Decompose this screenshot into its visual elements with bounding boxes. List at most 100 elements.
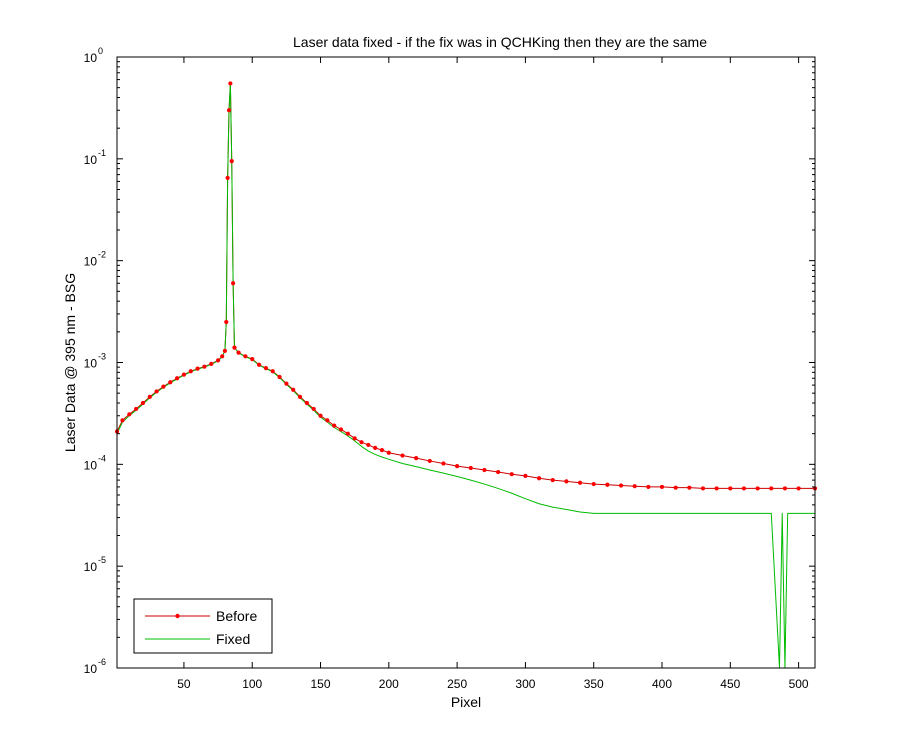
y-tick-label: 10 (84, 560, 98, 574)
before-point (224, 319, 229, 325)
y-tick-exponent: -3 (98, 352, 106, 362)
before-point (140, 400, 146, 406)
before-point (181, 372, 187, 377)
x-tick-label: 300 (515, 677, 535, 691)
before-point (263, 366, 268, 371)
before-point (325, 418, 330, 423)
legend-label-fixed: Fixed (216, 631, 250, 647)
before-point (226, 108, 232, 113)
axes-background (117, 57, 815, 668)
before-point (134, 406, 139, 412)
x-tick-label: 450 (720, 677, 740, 691)
y-tick-label: 10 (84, 51, 98, 65)
y-tick-exponent: -1 (98, 148, 106, 158)
legend-marker-before (175, 613, 180, 619)
y-tick-label: 10 (84, 662, 98, 676)
before-point (154, 389, 159, 394)
before-point (673, 485, 678, 490)
before-point (564, 479, 569, 484)
before-point (209, 361, 214, 366)
before-point (220, 354, 225, 359)
y-tick-label: 10 (84, 458, 98, 472)
before-point (687, 485, 692, 490)
before-point (231, 281, 236, 286)
before-point (755, 486, 760, 491)
y-tick-exponent: -6 (98, 657, 106, 667)
before-point (714, 486, 719, 491)
y-tick-exponent: -4 (98, 453, 106, 463)
before-point (550, 478, 555, 483)
y-tick-label: 10 (84, 153, 98, 167)
before-point (147, 394, 152, 399)
y-tick-exponent: -5 (98, 555, 106, 565)
before-point (291, 387, 296, 392)
before-point (728, 486, 733, 491)
before-point (646, 484, 651, 490)
before-point (284, 381, 289, 386)
before-point (127, 412, 132, 417)
before-point (400, 453, 405, 458)
before-point (222, 348, 228, 353)
before-point (195, 366, 200, 371)
before-point (168, 380, 173, 385)
y-tick-exponent: 0 (98, 46, 103, 56)
before-point (577, 480, 583, 485)
before-point (202, 364, 207, 369)
before-point (232, 345, 237, 350)
before-point (352, 436, 357, 441)
before-point (536, 476, 542, 481)
before-point (250, 357, 255, 362)
before-point (441, 461, 446, 466)
before-point (509, 472, 514, 477)
before-point (161, 384, 166, 389)
x-axis-label: Pixel (451, 694, 481, 710)
before-point (332, 423, 337, 428)
before-point (769, 486, 774, 491)
x-tick-label: 400 (652, 677, 672, 691)
before-point (379, 447, 385, 453)
legend: Before Fixed (133, 598, 273, 654)
before-point (175, 376, 180, 381)
chart-title: Laser data fixed - if the fix was in QCH… (293, 34, 707, 50)
before-point (188, 369, 193, 374)
y-tick-label: 10 (84, 255, 98, 269)
series-layer (114, 81, 818, 669)
before-point (229, 159, 234, 164)
before-point (659, 484, 665, 490)
before-point (304, 400, 309, 406)
before-point (605, 482, 610, 487)
before-point (318, 413, 323, 418)
before-point (632, 484, 637, 489)
before-point (236, 350, 241, 355)
y-axis-label: Laser Data @ 395 nm - BSG (62, 273, 78, 452)
before-point (359, 440, 364, 445)
before-point (523, 473, 528, 478)
before-point (215, 358, 221, 363)
before-point (468, 465, 473, 471)
before-point (427, 458, 432, 464)
before-point (256, 362, 262, 367)
before-point (591, 481, 596, 487)
before-point (338, 427, 344, 432)
plot-area: 50 100 150 200 250 300 350 400 450 500 10-610-510… (84, 46, 818, 691)
x-tick-label: 100 (242, 677, 262, 691)
legend-box (133, 598, 273, 654)
before-point (414, 456, 419, 461)
y-tick-label: 10 (84, 357, 98, 371)
before-point (270, 369, 275, 374)
before-point (297, 394, 303, 399)
before-point (782, 486, 788, 491)
before-point (741, 486, 747, 491)
x-axis-ticks: 50 100 150 200 250 300 350 400 450 500 (177, 57, 809, 691)
x-tick-label: 250 (447, 677, 467, 691)
y-tick-exponent: -2 (98, 250, 106, 260)
before-point (366, 442, 371, 448)
x-tick-label: 50 (177, 677, 191, 691)
before-point (277, 374, 282, 380)
before-point (120, 418, 125, 423)
before-point (228, 81, 233, 86)
x-tick-label: 500 (789, 677, 809, 691)
x-tick-label: 200 (379, 677, 399, 691)
before-point (386, 450, 391, 455)
